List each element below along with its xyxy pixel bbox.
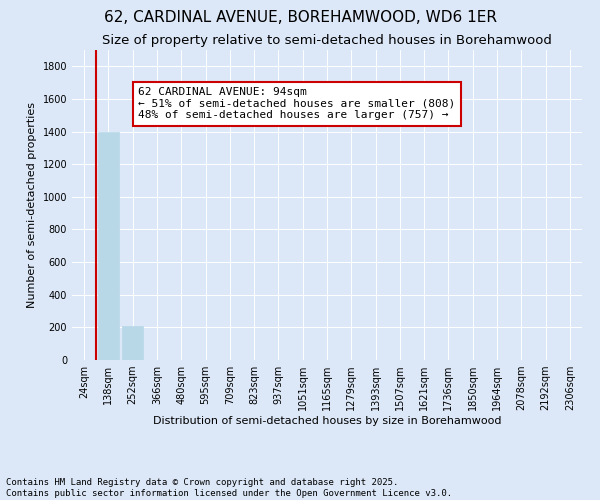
Bar	[122, 326, 143, 360]
X-axis label: Distribution of semi-detached houses by size in Borehamwood: Distribution of semi-detached houses by …	[153, 416, 501, 426]
Text: Contains HM Land Registry data © Crown copyright and database right 2025.
Contai: Contains HM Land Registry data © Crown c…	[6, 478, 452, 498]
Title: Size of property relative to semi-detached houses in Borehamwood: Size of property relative to semi-detach…	[102, 34, 552, 48]
Text: 62 CARDINAL AVENUE: 94sqm
← 51% of semi-detached houses are smaller (808)
48% of: 62 CARDINAL AVENUE: 94sqm ← 51% of semi-…	[139, 87, 455, 120]
Bar	[98, 132, 119, 360]
Text: 62, CARDINAL AVENUE, BOREHAMWOOD, WD6 1ER: 62, CARDINAL AVENUE, BOREHAMWOOD, WD6 1E…	[104, 10, 497, 25]
Y-axis label: Number of semi-detached properties: Number of semi-detached properties	[27, 102, 37, 308]
